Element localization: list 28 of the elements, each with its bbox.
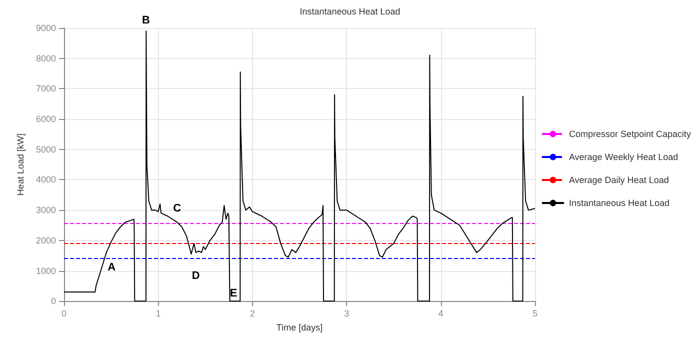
legend-label: Average Daily Heat Load xyxy=(568,175,669,185)
annotation: B xyxy=(142,14,150,27)
annotation: A xyxy=(108,262,116,274)
y-tick-label: 6000 xyxy=(36,114,56,124)
y-tick-label: 1000 xyxy=(36,266,56,276)
y-tick-label: 8000 xyxy=(36,53,56,64)
chart-title: Instantaneous Heat Load xyxy=(300,6,400,16)
annotation: E xyxy=(230,288,238,300)
y-tick-label: 3000 xyxy=(36,205,56,216)
x-tick-label: 4 xyxy=(438,308,444,319)
x-tick-label: 5 xyxy=(532,308,538,319)
annotation: C xyxy=(173,202,182,215)
legend-label: Instantaneous Heat Load xyxy=(568,198,670,208)
y-tick-label: 9000 xyxy=(36,23,56,33)
x-axis-title: Time [days] xyxy=(276,322,323,332)
x-tick-label: 1 xyxy=(156,308,161,319)
legend-label: Compressor Setpoint Capacity xyxy=(568,129,692,139)
x-tick-label: 2 xyxy=(250,308,255,319)
x-tick-label: 3 xyxy=(344,308,350,319)
y-axis-title: Heat Load [kW] xyxy=(16,134,26,196)
y-tick-label: 2000 xyxy=(36,235,56,246)
x-tick-label: 0 xyxy=(61,308,67,319)
y-tick-label: 4000 xyxy=(36,174,56,185)
y-tick-label: 0 xyxy=(50,296,56,306)
y-tick-label: 7000 xyxy=(36,84,56,94)
legend-label: Average Weekly Heat Load xyxy=(568,152,678,162)
y-tick-label: 5000 xyxy=(36,144,56,154)
annotation: D xyxy=(192,270,200,282)
